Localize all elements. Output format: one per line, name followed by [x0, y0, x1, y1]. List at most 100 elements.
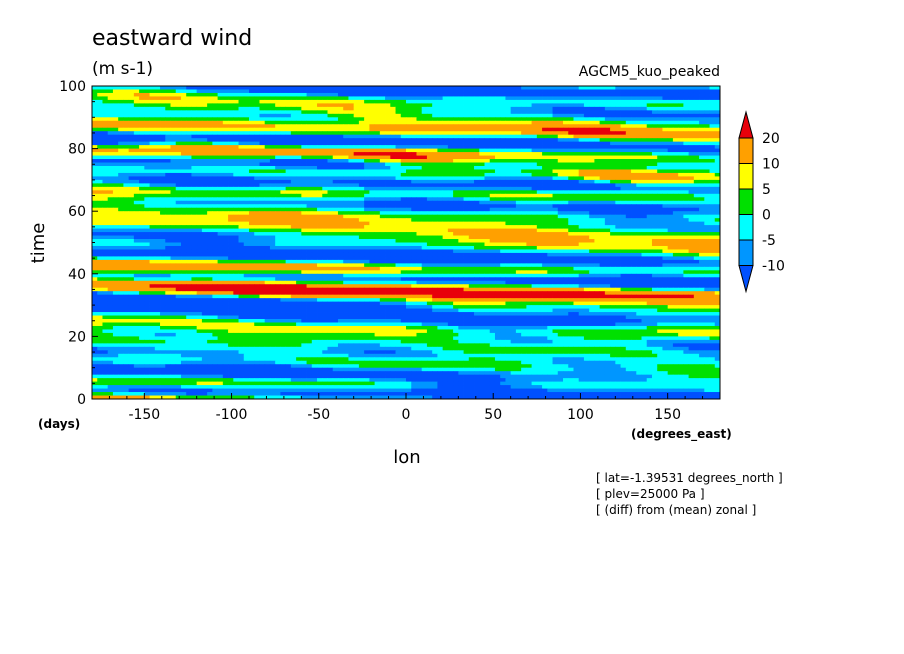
heatmap-cell [327, 225, 334, 229]
heatmap-cell [552, 141, 559, 146]
heatmap-cell [269, 204, 276, 209]
heatmap-cell [353, 159, 360, 163]
heatmap-cell [280, 124, 287, 129]
heatmap-cell [662, 86, 669, 90]
heatmap-cell [343, 89, 349, 94]
heatmap-cell [641, 190, 648, 195]
heatmap-cell [337, 162, 344, 167]
heatmap-cell [714, 127, 721, 132]
heatmap-cell [432, 225, 438, 229]
heatmap-cell [311, 200, 318, 205]
heatmap-cell [285, 106, 292, 111]
heatmap-cell [175, 120, 182, 125]
heatmap-cell [249, 127, 255, 132]
heatmap-cell [651, 113, 658, 118]
heatmap-cell [662, 106, 669, 111]
heatmap-cell [631, 141, 637, 146]
heatmap-cell [254, 186, 260, 191]
heatmap-cell [625, 225, 632, 229]
heatmap-cell [589, 92, 595, 97]
heatmap-cell [285, 172, 292, 177]
heatmap-cell [259, 176, 266, 181]
heatmap-cell [379, 179, 386, 184]
heatmap-cell [583, 225, 590, 229]
heatmap-cell [641, 113, 648, 118]
heatmap-cell [699, 197, 705, 202]
heatmap-cell [557, 183, 564, 188]
heatmap-cell [390, 117, 396, 122]
heatmap-cell [264, 179, 271, 184]
heatmap-cell [112, 103, 119, 108]
heatmap-cell [160, 131, 166, 136]
heatmap-cell [515, 96, 522, 101]
heatmap-cell [322, 186, 328, 191]
heatmap-cell [264, 207, 271, 212]
heatmap-cell [547, 211, 553, 216]
heatmap-cell [332, 183, 339, 188]
heatmap-cell [536, 148, 543, 153]
heatmap-cell [657, 193, 663, 198]
heatmap-cell [296, 159, 302, 163]
heatmap-cell [238, 193, 245, 198]
heatmap-cell [578, 190, 585, 195]
heatmap-cell [102, 141, 109, 146]
heatmap-cell [615, 99, 621, 104]
heatmap-cell [453, 148, 459, 153]
heatmap-cell [180, 141, 187, 146]
heatmap-cell [625, 145, 632, 149]
heatmap-cell [97, 138, 103, 143]
heatmap-cell [332, 138, 339, 143]
heatmap-cell [521, 200, 527, 205]
heatmap-cell [489, 131, 496, 136]
heatmap-cell [144, 179, 150, 184]
heatmap-cell [531, 96, 538, 101]
heatmap-cell [599, 172, 606, 177]
heatmap-cell [704, 120, 710, 125]
heatmap-cell [662, 221, 669, 226]
heatmap-cell [379, 103, 386, 108]
heatmap-cell [683, 225, 689, 229]
heatmap-cell [510, 86, 517, 90]
heatmap-cell [557, 110, 564, 115]
heatmap-cell [442, 225, 449, 229]
heatmap-cell [201, 110, 208, 115]
heatmap-cell [468, 148, 475, 153]
heatmap-cell [515, 190, 522, 195]
heatmap-cell [589, 162, 595, 167]
heatmap-cell [406, 169, 412, 174]
heatmap-cell [212, 117, 218, 122]
heatmap-cell [175, 190, 182, 195]
heatmap-cell [353, 200, 360, 205]
heatmap-cell [317, 92, 323, 97]
heatmap-cell [285, 148, 292, 153]
heatmap-cell [353, 134, 360, 139]
heatmap-cell [515, 165, 522, 170]
heatmap-cell [311, 172, 318, 177]
heatmap-cell [395, 225, 402, 229]
heatmap-cell [578, 165, 585, 170]
heatmap-cell [144, 127, 150, 132]
heatmap-cell [505, 134, 512, 139]
heatmap-cell [505, 179, 512, 184]
heatmap-cell [568, 162, 574, 167]
heatmap-cell [411, 148, 417, 153]
heatmap-cell [280, 152, 287, 156]
heatmap-cell [390, 179, 396, 184]
heatmap-cell [453, 193, 459, 198]
heatmap-cell [651, 207, 658, 212]
heatmap-cell [573, 176, 580, 181]
heatmap-cell [463, 127, 470, 132]
heatmap-cell [280, 190, 287, 195]
heatmap-cell [348, 99, 355, 104]
heatmap-cell [662, 218, 669, 223]
heatmap-cell [610, 127, 616, 132]
heatmap-cell [484, 172, 491, 177]
heatmap-cell [468, 172, 475, 177]
heatmap-cell [385, 152, 391, 156]
heatmap-cell [641, 117, 648, 122]
heatmap-cell [610, 214, 616, 219]
heatmap-cell [641, 221, 648, 226]
heatmap-cell [479, 148, 485, 153]
heatmap-cell [494, 169, 501, 174]
heatmap-cell [92, 145, 98, 149]
